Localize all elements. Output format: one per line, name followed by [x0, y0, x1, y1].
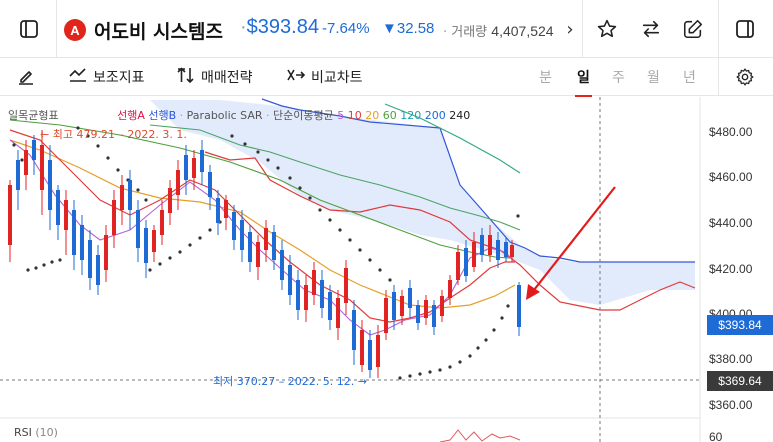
rsi-line: [440, 429, 520, 442]
divider: [718, 0, 719, 58]
sma-60-line: [9, 119, 511, 259]
up-down-arrows-icon: [176, 66, 196, 89]
divider: [718, 58, 719, 96]
legend-sma-5: 5: [337, 109, 345, 122]
price-tick: $480.00: [709, 125, 753, 139]
change-absolute: ▼32.58: [382, 20, 435, 37]
legend-sma: 단순이동평균: [273, 109, 334, 122]
panel-left-icon: [20, 20, 38, 38]
pen-icon: [19, 71, 33, 85]
divider: [582, 0, 583, 58]
star-icon: [597, 19, 617, 38]
more-chevron-icon[interactable]: ›: [566, 18, 574, 40]
legend-sma-20: 20: [365, 109, 380, 122]
gear-icon: [736, 68, 754, 86]
legend-sma-240: 240: [449, 109, 471, 122]
period-year[interactable]: 년: [683, 70, 696, 86]
period-minute[interactable]: 분: [539, 70, 552, 86]
period-week[interactable]: 주: [612, 70, 625, 86]
compare-icon: [286, 66, 306, 89]
rsi-period: (10): [35, 426, 58, 439]
span-a-line: [204, 151, 696, 311]
volume-label: 거래량: [451, 25, 488, 40]
legend-sma-200: 200: [424, 109, 446, 122]
chart-legend: 일목균형표 선행A 선행B · Parabolic SAR · 단순이동평균 5…: [8, 109, 471, 122]
stock-name: 어도비 시스템즈: [94, 21, 223, 43]
sma-5-line: [9, 139, 516, 336]
legend-sma-10: 10: [347, 109, 362, 122]
price-tick: $460.00: [709, 170, 753, 184]
legend-sma-60: 60: [382, 109, 397, 122]
price-chart[interactable]: $480.00 $460.00 $440.00 $420.00 $400.00 …: [0, 97, 773, 442]
legend-ichimoku: 일목균형표: [8, 109, 59, 122]
legend-span-a: 선행A: [117, 109, 145, 122]
sma-200-line: [384, 103, 521, 174]
period-day[interactable]: 일: [575, 67, 592, 97]
sma-20-line: [9, 139, 516, 309]
rsi-label: RSI (10): [14, 426, 58, 439]
sidebar-toggle-button[interactable]: [14, 0, 44, 58]
trade-strategy-button[interactable]: 매매전략: [176, 58, 253, 96]
favorite-button[interactable]: [592, 0, 622, 58]
divider: [56, 0, 57, 58]
current-price-tag: $393.84: [707, 315, 773, 335]
price-value: $393.84: [246, 16, 319, 38]
volume: · 거래량 4,407,524: [443, 23, 554, 40]
indicator-icon: [68, 66, 88, 89]
swap-arrows-icon: [642, 20, 660, 38]
panel-right-toggle-button[interactable]: [730, 0, 760, 58]
rsi-axis-tick: 60: [709, 430, 723, 442]
parabolic-sar-dots: [12, 126, 520, 380]
cursor-price-tag: $369.64: [707, 371, 773, 391]
legend-sma-120: 120: [400, 109, 422, 122]
price-tick: $360.00: [709, 398, 753, 412]
aux-indicators-label: 보조지표: [93, 70, 145, 86]
volume-value: 4,407,524: [491, 23, 554, 39]
aux-indicators-button[interactable]: 보조지표: [68, 58, 145, 96]
change-percent: -7.64%: [322, 20, 370, 37]
period-month[interactable]: 월: [647, 70, 660, 86]
chart-toolbar: 보조지표 매매전략 비교차트 분 일 주 월 년: [0, 58, 773, 97]
trade-strategy-label: 매매전략: [201, 70, 253, 86]
high-annotation: ← 최고 479.21 – 2022. 3. 1.: [40, 128, 187, 141]
current-price: ·$393.84: [240, 16, 319, 38]
legend-span-b: 선행B: [148, 109, 177, 122]
edit-button[interactable]: [678, 0, 708, 58]
price-tick: $420.00: [709, 262, 753, 276]
candlesticks: [8, 130, 521, 378]
price-axis: $480.00 $460.00 $440.00 $420.00 $400.00 …: [709, 125, 753, 412]
compare-chart-button[interactable]: 비교차트: [286, 58, 363, 96]
red-arrow-annotation: [526, 186, 616, 300]
price-tick: $440.00: [709, 216, 753, 230]
span-b-line: [261, 98, 695, 263]
edit-icon: [683, 19, 703, 39]
draw-tool-button[interactable]: [16, 58, 36, 96]
sma-240-line: [149, 124, 521, 231]
adobe-logo: A: [64, 19, 86, 41]
price-tick: $380.00: [709, 352, 753, 366]
panel-right-icon: [736, 20, 754, 38]
ichimoku-cloud: [150, 100, 695, 305]
compare-chart-label: 비교차트: [311, 70, 363, 86]
rsi-name: RSI: [14, 426, 32, 439]
swap-button[interactable]: [636, 0, 666, 58]
settings-button[interactable]: [730, 58, 760, 96]
legend-psar: Parabolic SAR: [186, 109, 263, 122]
header-bar: A 어도비 시스템즈 ·$393.84 -7.64% ▼32.58 · 거래량 …: [0, 0, 773, 58]
low-annotation: 최저 370.27 – 2022. 5. 12. →: [213, 375, 367, 388]
